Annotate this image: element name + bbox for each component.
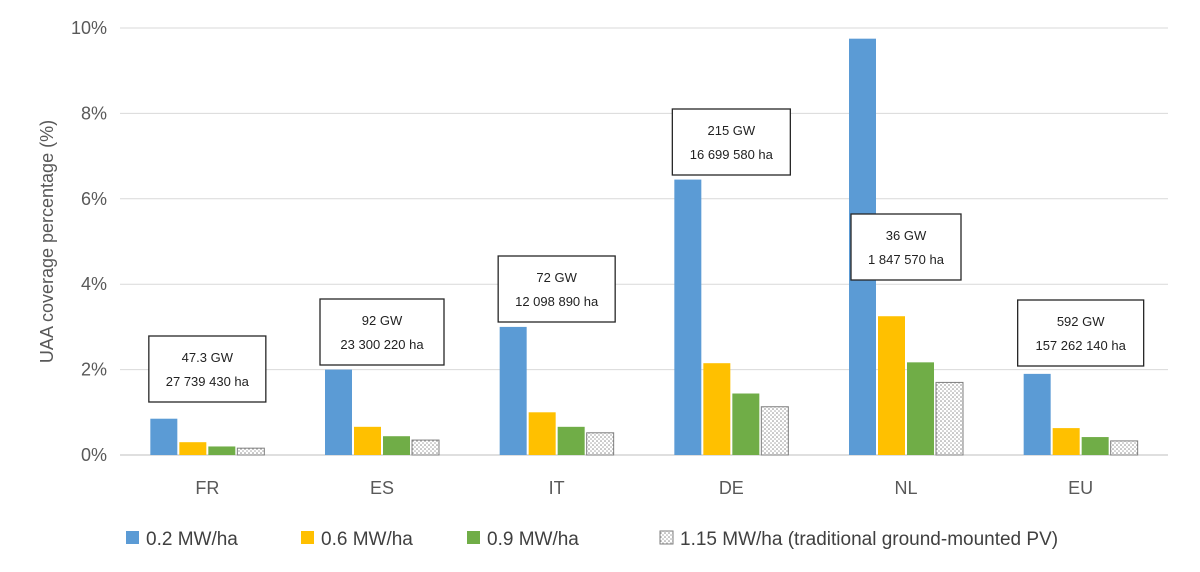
x-tick-label: EU bbox=[1068, 478, 1093, 498]
annotation-area: 157 262 140 ha bbox=[1035, 338, 1126, 353]
annotation-area: 12 098 890 ha bbox=[515, 294, 599, 309]
annotation-capacity: 72 GW bbox=[536, 270, 577, 285]
annotation-capacity: 92 GW bbox=[362, 313, 403, 328]
annotation-area: 23 300 220 ha bbox=[340, 337, 424, 352]
x-tick-label: DE bbox=[719, 478, 744, 498]
annotation-capacity: 592 GW bbox=[1057, 314, 1105, 329]
legend-label: 0.2 MW/ha bbox=[146, 529, 238, 550]
y-tick-label: 0% bbox=[81, 445, 107, 465]
y-axis-ticks: 0% 2% 4% 6% 8% 10% bbox=[71, 18, 107, 465]
x-tick-label: NL bbox=[894, 478, 917, 498]
legend-item: 0.6 MW/ha bbox=[301, 529, 413, 550]
bar-es-series-4 bbox=[411, 439, 440, 456]
annotation-capacity: 47.3 GW bbox=[182, 350, 234, 365]
x-axis-ticks: FR ES IT DE NL EU bbox=[195, 478, 1093, 498]
bar-de-series-3 bbox=[732, 393, 760, 455]
bar-de-series-1 bbox=[674, 179, 702, 455]
legend: 0.2 MW/ha 0.6 MW/ha 0.9 MW/ha 1.15 MW/ha (t… bbox=[126, 529, 1058, 550]
annotation-box bbox=[148, 335, 267, 403]
annotation-capacity: 215 GW bbox=[707, 123, 755, 138]
bar-es-series-2 bbox=[354, 426, 381, 455]
annotation-area: 27 739 430 ha bbox=[166, 374, 250, 389]
annotation-box bbox=[497, 255, 616, 323]
bar-it-series-2 bbox=[528, 412, 556, 455]
legend-label: 0.9 MW/ha bbox=[487, 529, 579, 550]
y-tick-label: 2% bbox=[81, 360, 107, 380]
y-tick-label: 8% bbox=[81, 103, 107, 123]
gridlines bbox=[120, 27, 1168, 456]
bar-nl-series-3 bbox=[907, 362, 934, 455]
annotation-box bbox=[671, 108, 791, 176]
legend-label: 1.15 MW/ha (traditional ground-mounted P… bbox=[680, 529, 1058, 550]
annotation-de: 215 GW 16 699 580 ha bbox=[671, 108, 791, 176]
legend-swatch bbox=[301, 531, 314, 544]
bar-de-series-4 bbox=[760, 406, 789, 456]
annotation-box bbox=[1017, 299, 1145, 367]
annotation-nl: 36 GW 1 847 570 ha bbox=[850, 213, 962, 281]
y-tick-label: 10% bbox=[71, 18, 107, 38]
annotation-area: 16 699 580 ha bbox=[690, 147, 774, 162]
annotation-capacity: 36 GW bbox=[886, 228, 927, 243]
legend-item: 0.2 MW/ha bbox=[126, 529, 238, 550]
bar-es-series-3 bbox=[383, 436, 410, 455]
bar-eu-series-4 bbox=[1110, 440, 1139, 456]
annotations: 47.3 GW 27 739 430 ha 92 GW 23 300 220 ha 72… bbox=[148, 108, 1145, 403]
bar-fr-series-3 bbox=[208, 446, 236, 455]
x-tick-label: FR bbox=[195, 478, 219, 498]
annotation-box bbox=[850, 213, 962, 281]
bar-eu-series-1 bbox=[1023, 373, 1051, 455]
annotation-eu: 592 GW 157 262 140 ha bbox=[1017, 299, 1145, 367]
legend-swatch bbox=[126, 531, 139, 544]
bar-eu-series-2 bbox=[1052, 428, 1080, 455]
bar-de-series-2 bbox=[703, 363, 731, 455]
bar-es-series-1 bbox=[325, 369, 352, 455]
bar-fr-series-2 bbox=[179, 442, 207, 455]
bar-eu-series-3 bbox=[1081, 437, 1109, 455]
legend-swatch bbox=[467, 531, 480, 544]
bars bbox=[150, 38, 1139, 456]
annotation-es: 92 GW 23 300 220 ha bbox=[319, 298, 445, 366]
bar-nl-series-4 bbox=[935, 381, 964, 456]
annotation-box bbox=[319, 298, 445, 366]
bar-it-series-1 bbox=[499, 326, 527, 455]
x-tick-label: IT bbox=[549, 478, 565, 498]
x-tick-label: ES bbox=[370, 478, 394, 498]
y-tick-label: 4% bbox=[81, 274, 107, 294]
bar-fr-series-4 bbox=[236, 447, 265, 456]
legend-label: 0.6 MW/ha bbox=[321, 529, 413, 550]
y-tick-label: 6% bbox=[81, 189, 107, 209]
legend-item: 0.9 MW/ha bbox=[467, 529, 579, 550]
y-axis-label: UAA coverage percentage (%) bbox=[37, 120, 57, 363]
legend-item: 1.15 MW/ha (traditional ground-mounted P… bbox=[659, 529, 1058, 550]
annotation-it: 72 GW 12 098 890 ha bbox=[497, 255, 616, 323]
bar-it-series-4 bbox=[586, 432, 615, 456]
bar-it-series-3 bbox=[557, 426, 585, 455]
annotation-fr: 47.3 GW 27 739 430 ha bbox=[148, 335, 267, 403]
legend-swatch bbox=[659, 530, 674, 545]
bar-nl-series-2 bbox=[878, 316, 905, 455]
bar-fr-series-1 bbox=[150, 418, 178, 455]
annotation-area: 1 847 570 ha bbox=[868, 252, 945, 267]
